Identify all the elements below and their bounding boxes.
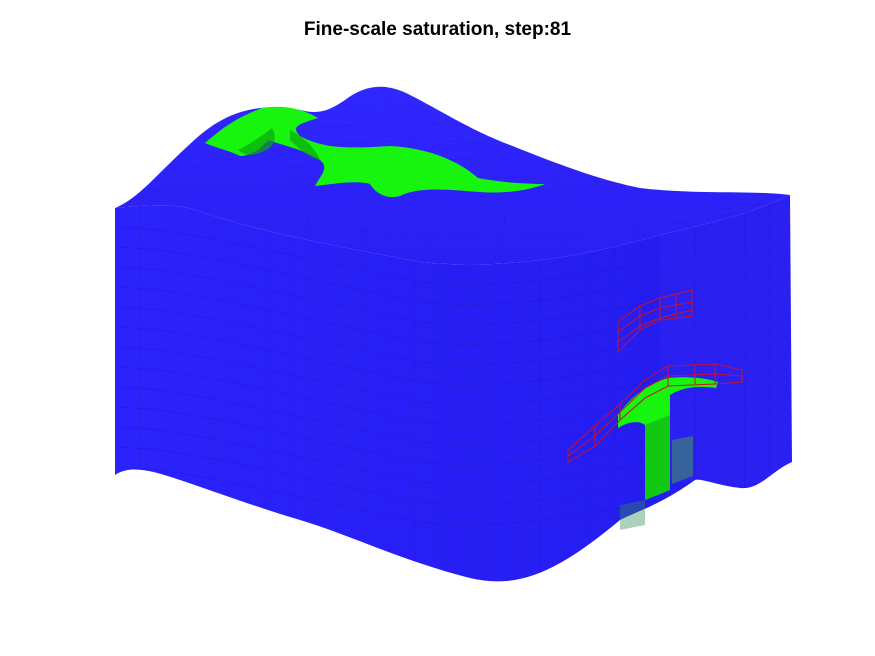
front-face <box>115 205 695 582</box>
saturation-column <box>618 377 718 530</box>
saturation-plume-shadow <box>238 128 320 160</box>
well-outlines <box>567 289 743 463</box>
well-lower <box>567 363 743 463</box>
well-upper <box>617 289 693 354</box>
figure-title: Fine-scale saturation, step:81 <box>303 19 572 40</box>
saturation-plume-top <box>205 106 545 198</box>
right-face <box>660 195 792 489</box>
